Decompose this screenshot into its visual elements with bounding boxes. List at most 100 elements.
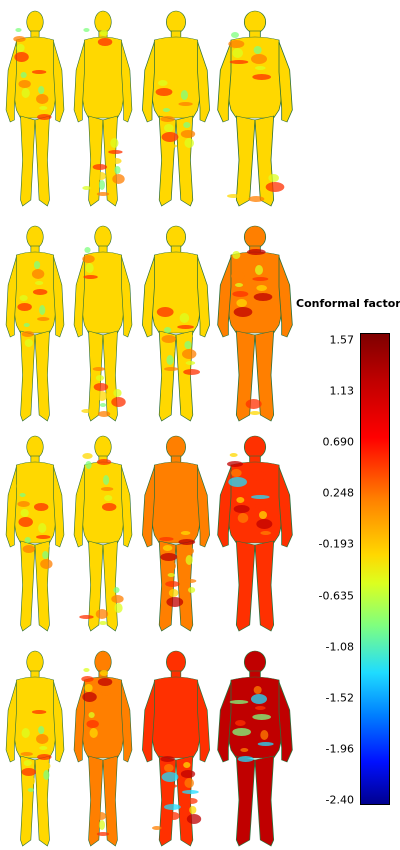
- color-patch: [166, 597, 184, 607]
- color-patch: [240, 748, 249, 752]
- body-model: [217, 650, 294, 847]
- color-patch: [237, 756, 254, 762]
- colorbar-tick-label: -1.08: [325, 640, 354, 654]
- color-patch: [158, 80, 168, 86]
- color-patch: [16, 44, 25, 52]
- color-patch: [159, 96, 172, 106]
- colorbar-tick-label: -0.193: [318, 537, 354, 551]
- body-model: [5, 650, 65, 847]
- color-patch: [89, 728, 98, 738]
- color-patch: [18, 283, 29, 289]
- color-patch: [245, 399, 262, 409]
- color-patch: [253, 293, 273, 301]
- color-patch: [160, 319, 173, 323]
- color-patch: [23, 323, 30, 327]
- color-patch: [100, 686, 112, 696]
- color-patch: [255, 706, 266, 710]
- color-patch: [164, 804, 181, 810]
- color-patch: [164, 124, 174, 132]
- color-patch: [260, 531, 271, 535]
- color-patch: [86, 720, 99, 728]
- color-patch: [164, 561, 176, 571]
- color-patch: [40, 762, 51, 770]
- body-model: [141, 225, 211, 422]
- body-model: [5, 435, 65, 632]
- color-patch: [31, 269, 45, 279]
- color-patch: [39, 106, 48, 110]
- color-patch: [96, 391, 108, 401]
- color-patch: [99, 30, 109, 36]
- color-patch: [85, 704, 96, 708]
- color-patch: [81, 409, 92, 413]
- color-patch: [82, 453, 93, 459]
- body-model: [73, 225, 133, 422]
- color-patch: [233, 505, 250, 513]
- colorbar-tick-label: 1.13: [329, 384, 355, 398]
- color-patch: [101, 503, 117, 511]
- color-patch: [260, 730, 269, 740]
- color-patch: [165, 144, 178, 148]
- color-patch: [100, 46, 112, 56]
- color-patch: [232, 489, 246, 493]
- color-patch: [39, 543, 50, 549]
- color-patch: [96, 832, 110, 836]
- color-patch: [99, 403, 107, 407]
- color-patch: [27, 788, 34, 792]
- body-model: [141, 650, 211, 847]
- color-patch: [96, 192, 110, 196]
- body-grid: [5, 10, 294, 847]
- color-patch: [164, 367, 179, 371]
- color-patch: [232, 251, 241, 259]
- color-patch: [180, 130, 196, 138]
- color-patch: [42, 551, 49, 559]
- color-patch: [178, 539, 196, 545]
- color-patch: [35, 78, 46, 84]
- color-patch: [33, 503, 49, 511]
- colorbar-tick-label: 1.57: [329, 333, 355, 347]
- color-patch: [183, 122, 191, 128]
- color-patch: [256, 722, 270, 730]
- color-patch: [161, 772, 179, 782]
- color-patch: [251, 495, 270, 499]
- color-patch: [83, 668, 90, 672]
- color-patch: [237, 513, 249, 523]
- color-patch: [17, 303, 32, 311]
- color-patch: [36, 94, 49, 104]
- color-patch: [98, 180, 106, 190]
- color-patch: [255, 503, 269, 509]
- color-patch: [82, 186, 91, 190]
- color-patch: [184, 138, 194, 148]
- color-patch: [182, 349, 197, 359]
- color-patch: [186, 814, 202, 824]
- color-patch: [15, 28, 22, 32]
- color-patch: [249, 411, 261, 415]
- color-patch: [97, 38, 113, 46]
- color-patch: [255, 66, 266, 70]
- color-patch: [84, 684, 93, 692]
- color-patch: [21, 529, 32, 533]
- color-patch: [227, 194, 241, 198]
- color-patch: [164, 764, 174, 772]
- colorbar-gradient: [360, 333, 390, 805]
- color-patch: [32, 289, 48, 295]
- color-patch: [20, 509, 29, 517]
- color-patch: [177, 325, 194, 329]
- color-patch: [98, 820, 106, 830]
- color-patch: [236, 299, 247, 307]
- color-patch: [24, 339, 33, 347]
- color-patch: [253, 46, 262, 54]
- color-patch: [248, 196, 265, 202]
- color-patch: [35, 281, 44, 285]
- color-patch: [86, 283, 97, 289]
- color-patch: [98, 621, 108, 625]
- color-patch: [251, 54, 267, 64]
- color-patch: [232, 728, 251, 736]
- color-patch: [164, 327, 172, 333]
- color-patch: [95, 172, 107, 180]
- color-patch: [182, 547, 194, 555]
- color-patch: [23, 760, 32, 766]
- color-patch: [256, 519, 273, 529]
- color-patch: [233, 708, 247, 714]
- color-patch: [233, 68, 247, 74]
